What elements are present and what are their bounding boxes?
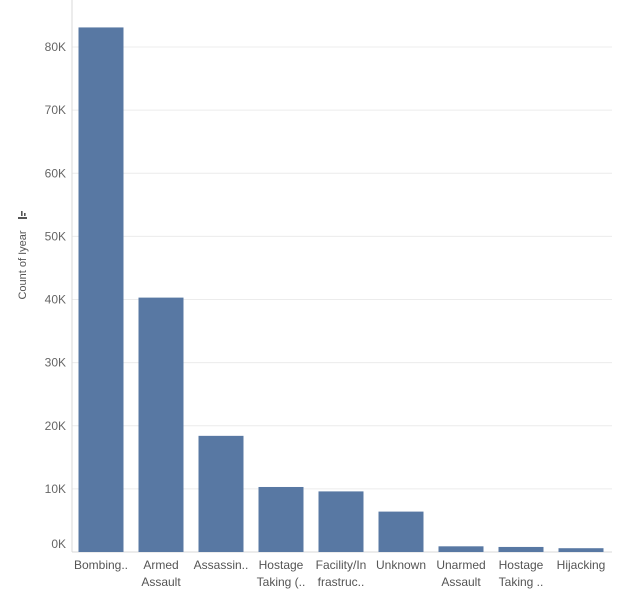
y-tick-label: 60K	[45, 166, 66, 180]
sort-icon[interactable]	[18, 211, 27, 219]
bar[interactable]	[498, 546, 544, 552]
x-tick-label-line: Hostage	[259, 558, 304, 572]
x-tick-label: Bombing..	[74, 558, 128, 572]
y-tick-label: 20K	[45, 419, 66, 433]
bar[interactable]	[438, 546, 484, 552]
y-tick-label: 40K	[45, 293, 66, 307]
bar[interactable]	[378, 511, 424, 552]
x-tick-label-line: Unarmed	[436, 558, 485, 572]
x-tick-label: Unknown	[376, 558, 426, 572]
y-axis-ticks: 0K 10K 20K 30K 40K 50K 60K 70K 80K	[45, 40, 66, 551]
x-tick-label-line: Unknown	[376, 558, 426, 572]
y-tick-label: 10K	[45, 482, 66, 496]
x-tick-label-line: Hijacking	[557, 558, 606, 572]
x-tick-label: Armed Assault	[141, 558, 181, 589]
bar[interactable]	[78, 27, 124, 552]
x-axis-labels: Bombing.. Armed Assault Assassin.. Hostage Ta…	[74, 558, 605, 589]
y-tick-label: 50K	[45, 229, 66, 243]
x-tick-label-line: Taking ..	[499, 575, 544, 589]
y-tick-label: 30K	[45, 356, 66, 370]
y-tick-label: 0K	[51, 537, 66, 551]
x-tick-label: Assassin..	[194, 558, 249, 572]
x-tick-label-line: Assault	[441, 575, 481, 589]
x-tick-label: Unarmed Assault	[436, 558, 485, 589]
bar[interactable]	[258, 486, 304, 552]
bar[interactable]	[138, 297, 184, 552]
bar[interactable]	[318, 491, 364, 552]
bar[interactable]	[558, 548, 604, 552]
x-tick-label-line: frastruc..	[318, 575, 365, 589]
x-tick-label: Hostage Taking ..	[499, 558, 544, 589]
x-tick-label-line: Taking (..	[257, 575, 306, 589]
x-tick-label-line: Assassin..	[194, 558, 249, 572]
bar[interactable]	[198, 435, 244, 552]
x-tick-label-line: Armed	[143, 558, 178, 572]
y-tick-label: 70K	[45, 103, 66, 117]
y-axis-title: Count of Iyear	[17, 230, 29, 299]
x-tick-label: Hijacking	[557, 558, 606, 572]
x-tick-label: Facility/In frastruc..	[316, 558, 367, 589]
y-axis-title-group: Count of Iyear	[17, 211, 29, 300]
x-tick-label-line: Assault	[141, 575, 181, 589]
y-tick-label: 80K	[45, 40, 66, 54]
x-tick-label-line: Facility/In	[316, 558, 367, 572]
x-tick-label: Hostage Taking (..	[257, 558, 306, 589]
bars-layer	[78, 27, 604, 552]
x-tick-label-line: Bombing..	[74, 558, 128, 572]
x-tick-label-line: Hostage	[499, 558, 544, 572]
